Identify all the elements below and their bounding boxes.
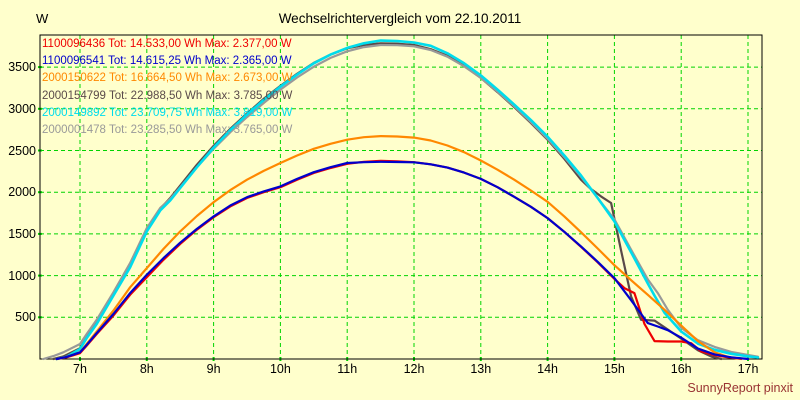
y-tick-label-1000: 1000 xyxy=(8,268,36,283)
x-tick-label-14h: 14h xyxy=(537,362,559,376)
legend-row-2000154799: 2000154799 Tot: 22.988,50 Wh Max: 3.785,… xyxy=(42,89,293,102)
y-tick-label-3500: 3500 xyxy=(8,60,36,75)
y-tick-label-2500: 2500 xyxy=(8,143,36,158)
x-tick-label-12h: 12h xyxy=(403,362,425,376)
series-line-2000150622 xyxy=(55,135,743,361)
x-tick-label-15h: 15h xyxy=(603,362,625,376)
x-tick-label-16h: 16h xyxy=(670,362,692,376)
y-tick-label-1500: 1500 xyxy=(8,226,36,241)
series-line-2000149892 xyxy=(55,39,760,361)
watermark-text: SunnyReport pinxit xyxy=(687,381,793,395)
legend-row-2000150622: 2000150622 Tot: 16.664,50 Wh Max: 2.673,… xyxy=(42,72,293,85)
x-tick-label-11h: 11h xyxy=(337,362,358,376)
x-tick-label-13h: 13h xyxy=(470,362,492,376)
y-tick-label-500: 500 xyxy=(15,310,36,325)
series-line-2000001478 xyxy=(42,43,760,361)
legend-row-1100096541: 1100096541 Tot: 14.615,25 Wh Max: 2.365,… xyxy=(42,55,292,68)
x-tick-label-8h: 8h xyxy=(139,362,154,376)
x-tick-label-7h: 7h xyxy=(73,362,87,376)
y-tick-label-2000: 2000 xyxy=(8,185,36,200)
x-tick-label-10h: 10h xyxy=(269,362,291,376)
x-tick-label-17h: 17h xyxy=(737,362,759,376)
y-axis-unit-label: W xyxy=(36,11,49,26)
legend: 1100096436 Tot: 14.533,00 Wh Max: 2.377,… xyxy=(42,36,292,139)
series-line-1100096436 xyxy=(55,159,743,361)
legend-row-2000001478: 2000001478 Tot: 23.285,50 Wh Max: 3.765,… xyxy=(42,124,293,137)
legend-row-1100096436: 1100096436 Tot: 14.533,00 Wh Max: 2.377,… xyxy=(42,38,292,50)
series-line-1100096541 xyxy=(55,160,750,361)
x-tick-label-9h: 9h xyxy=(206,362,221,376)
legend-row-2000149892: 2000149892 Tot: 23.709,75 Wh Max: 3.819,… xyxy=(42,106,293,119)
plot-frame xyxy=(39,34,763,360)
chart-title: Wechselrichtervergleich vom 22.10.2011 xyxy=(278,11,522,26)
y-tick-label-3000: 3000 xyxy=(8,101,36,116)
